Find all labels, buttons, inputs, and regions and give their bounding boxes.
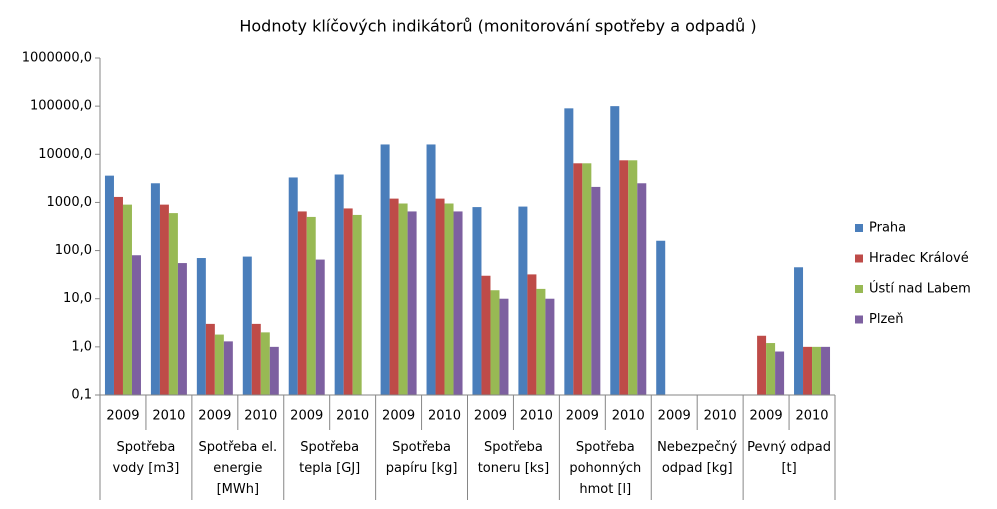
bar bbox=[582, 163, 592, 395]
bar bbox=[527, 274, 537, 395]
bar bbox=[518, 206, 528, 395]
group-label: Spotřeba tepla [GJ] bbox=[299, 440, 361, 476]
x-tick-label: 2010 bbox=[795, 409, 828, 424]
bar bbox=[150, 183, 160, 395]
bar bbox=[168, 213, 178, 395]
x-tick-label: 2009 bbox=[290, 409, 323, 424]
legend-swatch bbox=[855, 224, 863, 232]
bar bbox=[352, 214, 362, 395]
x-tick-label: 2010 bbox=[704, 409, 737, 424]
bar bbox=[564, 108, 574, 395]
legend-swatch bbox=[855, 315, 863, 324]
x-tick-label: 2009 bbox=[750, 409, 783, 424]
bar bbox=[407, 211, 417, 395]
bar bbox=[214, 334, 224, 395]
bar bbox=[766, 343, 776, 395]
bar bbox=[380, 144, 390, 395]
bar bbox=[628, 160, 638, 395]
bar bbox=[812, 346, 822, 395]
bar bbox=[573, 163, 583, 395]
bar bbox=[619, 160, 629, 395]
x-tick-label: 2010 bbox=[428, 409, 461, 424]
bar bbox=[223, 341, 233, 395]
bar bbox=[591, 186, 601, 395]
bar bbox=[334, 174, 344, 395]
y-tick-label: 100,0 bbox=[55, 243, 92, 258]
bar bbox=[656, 240, 666, 395]
bar bbox=[251, 323, 261, 395]
bar bbox=[242, 256, 252, 395]
bar bbox=[610, 106, 620, 396]
x-tick-label: 2010 bbox=[152, 409, 185, 424]
bar bbox=[269, 346, 279, 395]
group-label: Nebezpečný odpad [kg] bbox=[657, 440, 738, 476]
bar bbox=[499, 298, 509, 395]
x-tick-label: 2009 bbox=[382, 409, 415, 424]
bar bbox=[794, 267, 804, 395]
legend-label: Hradec Králové bbox=[869, 251, 969, 266]
bar bbox=[315, 259, 325, 395]
y-tick-label: 100000,0 bbox=[30, 99, 92, 114]
group-label: Pevný odpad [t] bbox=[747, 440, 831, 476]
x-tick-label: 2010 bbox=[520, 409, 553, 424]
bar bbox=[426, 144, 436, 395]
y-tick-label: 10000,0 bbox=[38, 147, 92, 162]
x-tick-label: 2010 bbox=[336, 409, 369, 424]
bar bbox=[288, 177, 298, 395]
bar bbox=[122, 204, 132, 395]
x-tick-label: 2009 bbox=[566, 409, 599, 424]
bar bbox=[159, 204, 169, 395]
legend-swatch bbox=[855, 285, 863, 293]
bar bbox=[453, 211, 463, 395]
bar bbox=[775, 351, 785, 395]
bar bbox=[104, 175, 114, 395]
y-tick-label: 1000,0 bbox=[47, 195, 93, 210]
bar bbox=[435, 198, 445, 395]
bar bbox=[177, 263, 187, 395]
bar bbox=[306, 216, 316, 395]
bar bbox=[637, 183, 647, 395]
bar bbox=[131, 255, 141, 395]
group-label: Spotřeba el. energie [MWh] bbox=[198, 440, 278, 497]
legend-label: Plzeň bbox=[869, 312, 904, 327]
bar bbox=[297, 211, 307, 395]
bar bbox=[389, 198, 399, 395]
bar bbox=[472, 207, 482, 395]
y-tick-label: 1000000,0 bbox=[22, 51, 92, 66]
bar bbox=[398, 203, 408, 395]
x-tick-label: 2009 bbox=[474, 409, 507, 424]
legend-swatch bbox=[855, 254, 863, 263]
bar bbox=[196, 258, 206, 395]
y-tick-label: 10,0 bbox=[63, 291, 92, 306]
y-tick-label: 1,0 bbox=[71, 339, 92, 354]
group-label: Spotřeba vody [m3] bbox=[112, 440, 180, 476]
bar bbox=[205, 323, 215, 395]
bar bbox=[481, 275, 491, 395]
bar bbox=[821, 346, 831, 395]
legend-label: Ústí nad Labem bbox=[869, 281, 971, 297]
group-label: Spotřeba pohonných hmot [l] bbox=[569, 440, 642, 497]
x-tick-label: 2010 bbox=[244, 409, 277, 424]
bar bbox=[536, 288, 546, 395]
bar bbox=[444, 203, 454, 395]
chart-title: Hodnoty klíčových indikátorů (monitorová… bbox=[239, 17, 756, 36]
bar bbox=[803, 346, 813, 395]
y-tick-label: 0,1 bbox=[71, 388, 92, 403]
bar bbox=[545, 298, 555, 395]
group-label: Spotřeba toneru [ks] bbox=[477, 440, 550, 476]
bar bbox=[260, 332, 270, 395]
x-tick-label: 2009 bbox=[658, 409, 691, 424]
bar bbox=[113, 196, 123, 395]
x-tick-label: 2010 bbox=[612, 409, 645, 424]
legend-label: Praha bbox=[869, 221, 906, 236]
bar bbox=[490, 290, 500, 395]
group-label: Spotřeba papíru [kg] bbox=[385, 440, 458, 476]
x-tick-label: 2009 bbox=[106, 409, 139, 424]
x-tick-label: 2009 bbox=[198, 409, 231, 424]
bar bbox=[343, 208, 353, 395]
bar bbox=[757, 335, 767, 395]
